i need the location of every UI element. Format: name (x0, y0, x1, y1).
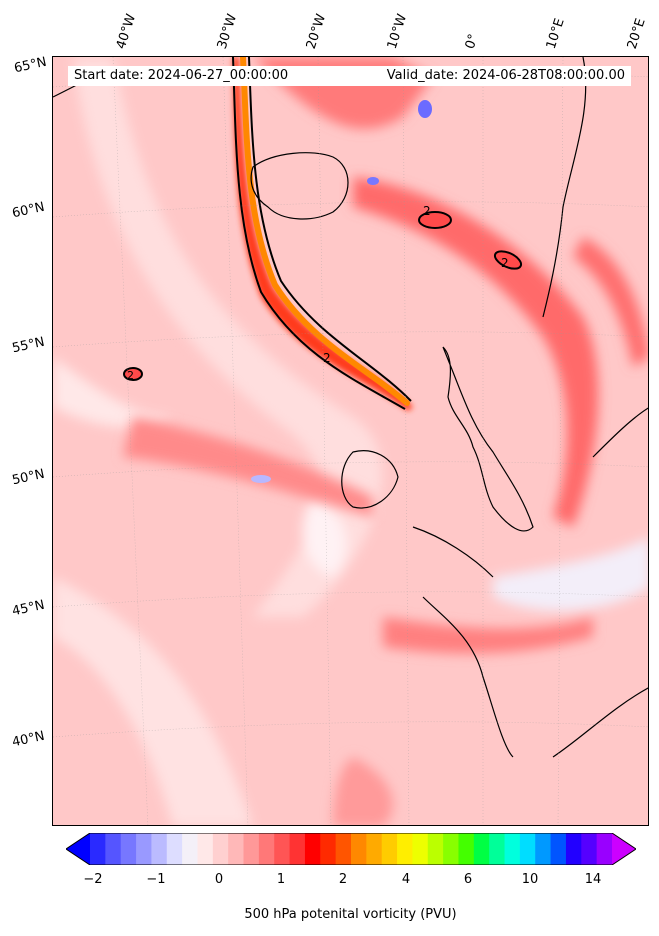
colorbar-cell (90, 833, 106, 865)
lat-label-55n: 55°N (10, 334, 46, 357)
colorbar-cell (489, 833, 506, 865)
lat-label-60n: 60°N (10, 199, 46, 222)
colorbar-tick: 6 (463, 872, 473, 887)
colorbar-cells (66, 833, 636, 865)
lat-label-50n: 50°N (10, 466, 46, 489)
colorbar-cell (351, 833, 367, 865)
colorbar-cell (228, 833, 245, 865)
colorbar-tick: 0 (214, 872, 224, 887)
pv-2-contours (123, 211, 523, 381)
pv-field: 2 2 2 2 (53, 57, 648, 825)
lat-label-65n: 65°N (12, 54, 48, 77)
lon-label-10e: 10°E (543, 16, 568, 51)
contour-label: 2 (127, 369, 134, 382)
colorbar-cell (243, 833, 260, 865)
pv-streamer (232, 57, 413, 411)
colorbar-cell (105, 833, 122, 865)
colorbar-cell (443, 833, 459, 865)
lon-label-30w: 30°W (214, 12, 241, 51)
colorbar-cell (151, 833, 168, 865)
lon-label-20e: 20°E (624, 16, 649, 51)
negative-pv-spots (251, 100, 432, 483)
lon-label-0: 0° (462, 32, 482, 51)
colorbar (66, 833, 636, 865)
high-pv-bands (123, 57, 648, 825)
colorbar-cell (381, 833, 398, 865)
contour-label: 2 (323, 351, 331, 365)
lon-label-40w: 40°W (113, 12, 140, 51)
colorbar-cell (366, 833, 383, 865)
colorbar-cell (581, 833, 598, 865)
start-date-label: Start date: 2024-06-27_00:00:00 (74, 68, 289, 83)
colorbar-extend-min (66, 833, 90, 865)
colorbar-cell (120, 833, 137, 865)
lat-label-45n: 45°N (10, 597, 46, 620)
colorbar-cell (397, 833, 413, 865)
colorbar-cell (412, 833, 429, 865)
colorbar-title: 500 hPa potenital vorticity (PVU) (244, 907, 457, 922)
info-banner: Start date: 2024-06-27_00:00:00 Valid_da… (68, 66, 631, 86)
colorbar-cell (136, 833, 152, 865)
colorbar-cell (535, 833, 552, 865)
pv-map: 2 2 2 2 Start date: 2024-06-27_00:00:00 … (52, 56, 649, 826)
colorbar-tick: −2 (83, 872, 103, 887)
colorbar-cell (289, 833, 306, 865)
colorbar-cell (596, 833, 613, 865)
contour-label: 2 (423, 204, 431, 218)
colorbar-cell (427, 833, 444, 865)
colorbar-cell (212, 833, 229, 865)
colorbar-cell (182, 833, 198, 865)
colorbar-cell (166, 833, 183, 865)
low-pv-regions (53, 57, 648, 825)
colorbar-tick: 10 (521, 872, 539, 887)
lon-label-20w: 20°W (303, 12, 330, 51)
lat-label-40n: 40°N (10, 728, 46, 751)
lon-label-10w: 10°W (384, 12, 411, 51)
colorbar-cell (504, 833, 521, 865)
colorbar-tick: 14 (584, 872, 602, 887)
colorbar-extend-max (612, 833, 636, 865)
colorbar-cell (550, 833, 567, 865)
colorbar-cell (197, 833, 214, 865)
colorbar-cell (320, 833, 337, 865)
colorbar-tick: 1 (276, 872, 286, 887)
colorbar-cell (473, 833, 490, 865)
colorbar-tick: 2 (338, 872, 348, 887)
valid-date-label: Valid_date: 2024-06-28T08:00:00.00 (386, 68, 625, 83)
colorbar-cell (304, 833, 321, 865)
colorbar-cell (565, 833, 582, 865)
colorbar-tick: −1 (146, 872, 166, 887)
colorbar-cell (458, 833, 475, 865)
colorbar-tick: 4 (401, 872, 411, 887)
colorbar-cell (519, 833, 536, 865)
colorbar-cell (258, 833, 275, 865)
colorbar-cell (274, 833, 291, 865)
colorbar-cell (335, 833, 352, 865)
contour-label: 2 (501, 256, 509, 270)
